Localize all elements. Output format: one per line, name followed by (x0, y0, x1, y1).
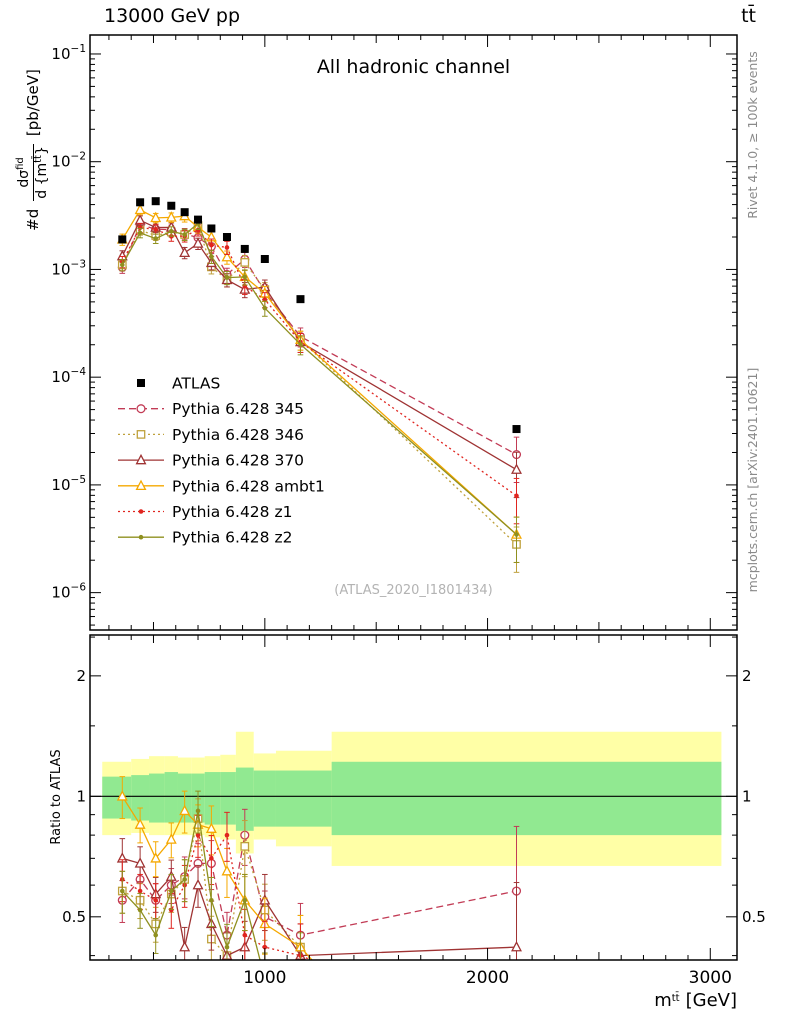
y-label-fraction: dσfid d {mtt̄} (15, 144, 50, 201)
rivet-version-text: Rivet 4.1.0, ≥ 100k events (744, 51, 760, 219)
mcplots-credit-text: mcplots.cern.ch [arXiv:2401.10621] (744, 367, 760, 593)
svg-text:Pythia 6.428 z2: Pythia 6.428 z2 (172, 529, 292, 547)
svg-text:0.5: 0.5 (62, 908, 86, 926)
legend-item: Pythia 6.428 z1 (118, 503, 292, 521)
svg-text:Pythia 6.428 346: Pythia 6.428 346 (172, 426, 304, 444)
svg-text:10−1: 10−1 (51, 43, 86, 63)
legend-item: Pythia 6.428 370 (118, 452, 304, 470)
svg-text:10−3: 10−3 (51, 258, 86, 278)
svg-text:10−6: 10−6 (51, 582, 86, 602)
svg-text:Pythia 6.428 ambt1: Pythia 6.428 ambt1 (172, 477, 325, 495)
ratio-panel-frame (89, 634, 738, 961)
panel-title: All hadronic channel (316, 56, 511, 78)
svg-text:2000: 2000 (466, 968, 509, 988)
svg-text:1000: 1000 (243, 968, 286, 988)
mc-series-main-z2 (119, 217, 520, 563)
svg-text:0.5: 0.5 (742, 908, 766, 926)
y-axis-label-ratio: Ratio to ATLAS (48, 749, 64, 845)
legend-item: Pythia 6.428 z2 (118, 529, 292, 547)
axis-tick-labels: 10−1 10−2 10−3 10−4 10−5 10−6 1000 2000 3000 0.5 0… (51, 43, 765, 988)
svg-text:3000: 3000 (689, 968, 732, 988)
svg-text:10−5: 10−5 (51, 474, 86, 494)
svg-text:Pythia 6.428 z1: Pythia 6.428 z1 (172, 503, 292, 521)
y-label-numerator: dσfid (15, 157, 33, 188)
uncertainty-bands (102, 731, 722, 866)
svg-text:ATLAS: ATLAS (172, 375, 220, 393)
y-label-units: [pb/GeV] (24, 69, 42, 137)
svg-text:1: 1 (76, 787, 86, 805)
process-title: tt̄ (741, 5, 756, 27)
svg-text:Pythia 6.428 345: Pythia 6.428 345 (172, 400, 304, 418)
legend-item: ATLAS (137, 375, 220, 393)
legend-item: Pythia 6.428 ambt1 (118, 477, 325, 495)
legend: ATLAS Pythia 6.428 345 Pythia 6.428 346 Pyt… (118, 375, 325, 547)
svg-text:1: 1 (742, 787, 752, 805)
svg-text:2: 2 (742, 667, 752, 685)
legend-item: Pythia 6.428 345 (118, 400, 304, 418)
y-label-prefix: #d (24, 208, 42, 231)
legend-item: Pythia 6.428 346 (118, 426, 304, 444)
main-panel-frame (89, 34, 738, 631)
axis-ticks (90, 35, 737, 960)
x-axis-label: mtt̄ [GeV] (654, 990, 737, 1011)
atlas-data-points (118, 197, 521, 434)
beam-energy-title: 13000 GeV pp (104, 5, 241, 27)
svg-text:10−4: 10−4 (51, 366, 86, 386)
svg-text:2: 2 (76, 667, 86, 685)
mc-series-ratio-z2 (119, 790, 304, 960)
svg-text:Pythia 6.428 370: Pythia 6.428 370 (172, 452, 304, 470)
y-label-denominator: d {mtt̄} (32, 144, 50, 201)
svg-text:10−2: 10−2 (51, 151, 86, 171)
analysis-watermark: (ATLAS_2020_I1801434) (334, 583, 493, 598)
y-axis-label-main: #d dσfid d {mtt̄} [pb/GeV] (1, 30, 65, 270)
